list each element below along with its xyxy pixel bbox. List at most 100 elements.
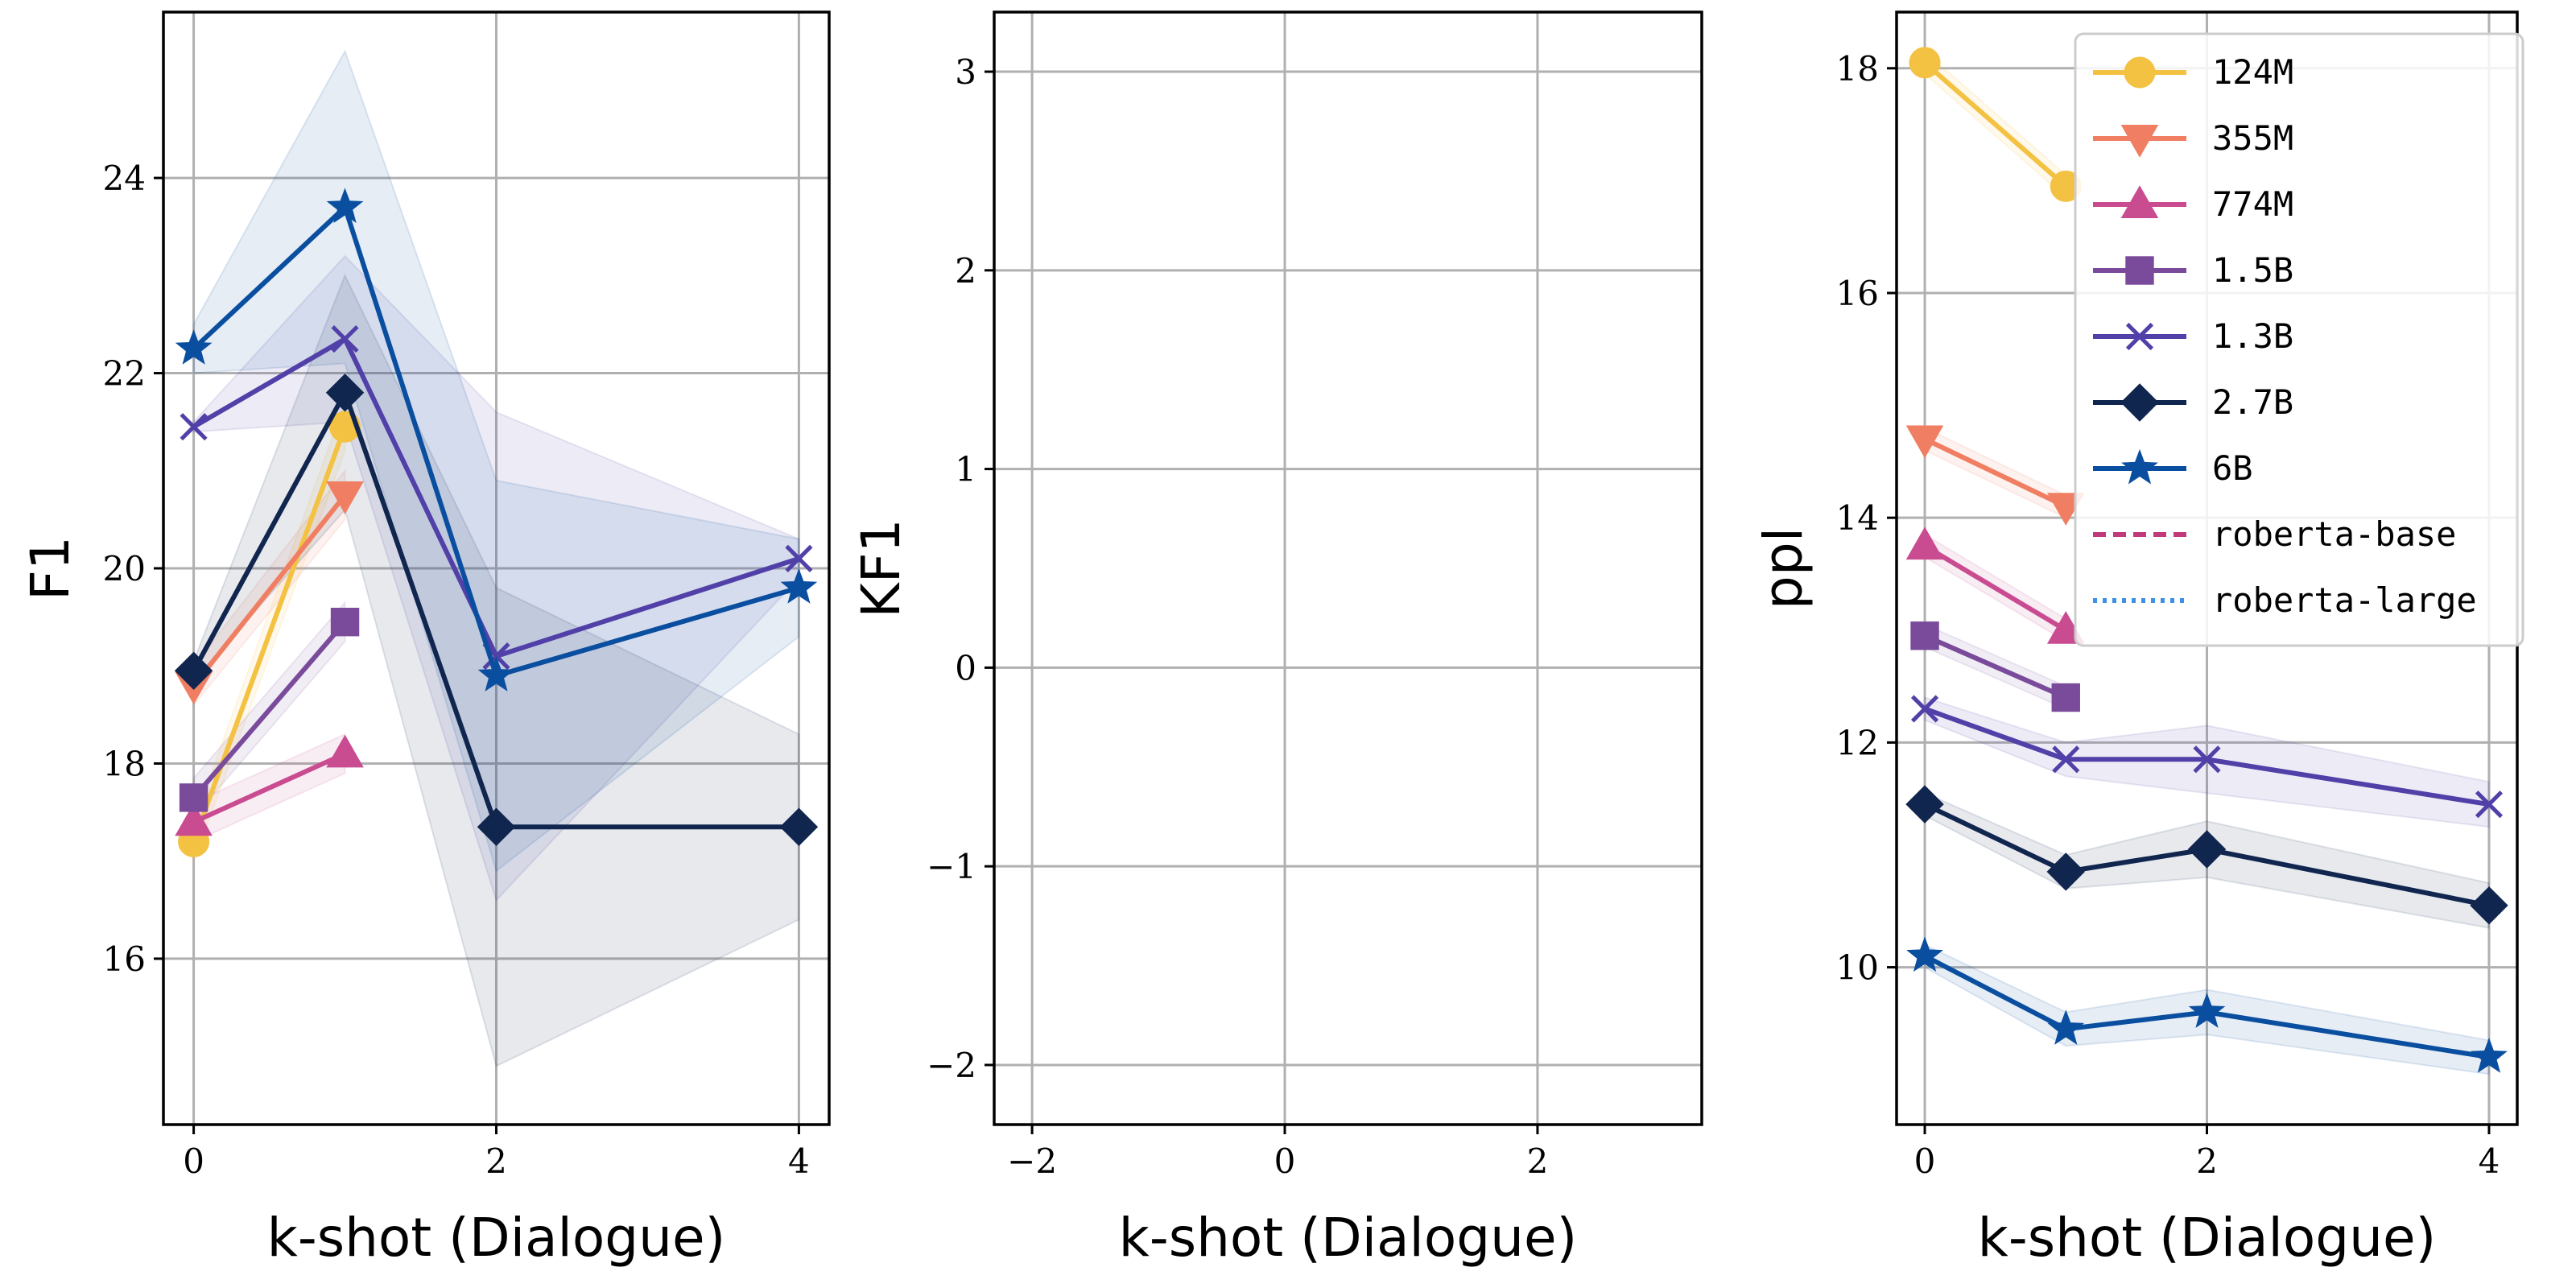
point-1-3b: [2052, 745, 2080, 774]
point-6b: [2471, 1038, 2508, 1073]
band-6b: [192, 49, 800, 873]
series-line-2-7b: [191, 390, 799, 830]
point-2-7b: [1905, 785, 1944, 824]
series-line-2-7b: [1923, 802, 2490, 908]
legend-label: 2.7B: [2212, 382, 2293, 422]
legend-marker: [2120, 124, 2159, 158]
point-1-5b: [2051, 683, 2080, 712]
legend: 124M 355M 774M 1.5B 1.3B 2.7B 6B roberta-base ro…: [2074, 32, 2524, 647]
point-6b: [175, 329, 213, 365]
y-tick-label: 18: [103, 744, 146, 783]
point-6b: [780, 568, 818, 604]
series-line-1-5b: [192, 620, 347, 799]
point-1-3b: [785, 544, 813, 572]
series-line-355m: [192, 493, 347, 687]
legend-label: 1.5B: [2212, 250, 2293, 290]
point-6b: [1906, 936, 1943, 972]
x-axis-label: k-shot (Dialogue): [1978, 1207, 2437, 1269]
point-124m: [1909, 47, 1941, 79]
y-tick-label: −1: [927, 847, 976, 886]
x-tick-label: 4: [788, 1141, 810, 1181]
y-tick-label: 16: [103, 939, 146, 979]
legend-label: roberta-base: [2212, 514, 2456, 554]
point-1-3b: [180, 413, 208, 441]
legend-item-6b: 6B: [2093, 448, 2253, 488]
point-1-5b: [330, 607, 360, 637]
legend-item-roberta-large: roberta-large: [2093, 580, 2477, 620]
legend-marker: [2120, 383, 2159, 422]
legend-label: 1.3B: [2212, 316, 2293, 356]
legend-item-roberta-base: roberta-base: [2093, 514, 2456, 554]
point-2-7b: [2187, 830, 2227, 869]
point-355m: [1905, 425, 1944, 459]
y-tick-label: 10: [1836, 948, 1879, 988]
legend-marker: [2121, 448, 2158, 485]
point-6b: [2188, 993, 2226, 1028]
y-tick-label: 14: [1836, 498, 1879, 538]
point-2-7b: [779, 807, 819, 846]
point-774m: [1905, 526, 1944, 560]
x-tick-label: 2: [485, 1141, 507, 1181]
legend-marker: [2125, 256, 2154, 285]
y-tick-label: 3: [955, 52, 976, 92]
legend-item-124m: 124M: [2093, 52, 2293, 92]
legend-item-774m: 774M: [2093, 184, 2293, 224]
legend-label: 6B: [2212, 448, 2253, 488]
legend-item-355m: 355M: [2093, 118, 2293, 158]
y-tick-label: 18: [1836, 49, 1879, 89]
point-2-7b: [325, 374, 365, 412]
x-tick-label: 0: [1914, 1141, 1936, 1181]
y-tick-label: 24: [103, 159, 146, 198]
legend-marker: [2120, 185, 2159, 219]
panel-ppl: 0 2 4 10 12 14 16 18 k-shot (Dialogue) ppl 124M 355…: [1752, 10, 2524, 1269]
x-tick-label: 2: [1527, 1141, 1549, 1181]
series-line-1-3b: [1923, 706, 2490, 807]
y-tick-label: 12: [1836, 723, 1879, 762]
y-tick-label: 22: [103, 354, 146, 394]
legend-label: 774M: [2212, 184, 2293, 224]
point-1-3b: [1910, 695, 1939, 723]
x-axis-label: k-shot (Dialogue): [1119, 1207, 1578, 1269]
y-tick-label: −2: [927, 1046, 976, 1085]
y-axis-label: F1: [19, 536, 81, 601]
x-tick-label: 0: [183, 1141, 204, 1181]
series-line-774m: [1923, 543, 2067, 633]
x-tick-label: 0: [1274, 1141, 1296, 1181]
series-line-1-5b: [1923, 634, 2067, 700]
point-1-3b: [2475, 791, 2504, 819]
point-1-5b: [179, 783, 208, 812]
point-2-7b: [174, 651, 213, 691]
axes-frame: [993, 10, 1703, 1126]
x-tick-label: −2: [1007, 1141, 1057, 1181]
series-line-124m: [1923, 60, 2068, 188]
legend-marker: [2125, 322, 2154, 351]
point-6b: [2047, 1009, 2085, 1045]
point-774m: [175, 803, 213, 836]
point-355m: [326, 481, 364, 514]
legend-label: 355M: [2212, 118, 2293, 158]
point-6b: [326, 188, 364, 223]
legend-label: 124M: [2212, 52, 2293, 92]
point-2-7b: [2470, 886, 2508, 925]
series-line-355m: [1923, 436, 2067, 509]
point-1-3b: [331, 325, 359, 353]
y-tick-label: 1: [955, 450, 976, 489]
x-axis-label: k-shot (Dialogue): [267, 1207, 726, 1269]
legend-box: [2074, 32, 2524, 647]
point-2-7b: [477, 807, 516, 846]
point-2-7b: [2046, 852, 2085, 891]
legend-item-1-3b: 1.3B: [2093, 316, 2293, 356]
panel-kf1: −2 0 2 −2 −1 0 1 2 3 k-shot (Dialogue) KF1: [850, 10, 1703, 1269]
y-axis-label: ppl: [1752, 527, 1814, 609]
point-774m: [326, 734, 364, 768]
point-1-3b: [2193, 745, 2221, 774]
legend-marker: [2124, 56, 2156, 89]
point-1-5b: [1910, 621, 1939, 650]
series-line-6b: [1923, 953, 2490, 1060]
y-tick-label: 20: [103, 549, 146, 588]
x-tick-label: 2: [2196, 1141, 2218, 1181]
series-line-6b: [192, 204, 800, 679]
y-tick-label: 0: [955, 648, 976, 687]
series-line-124m: [191, 426, 348, 843]
